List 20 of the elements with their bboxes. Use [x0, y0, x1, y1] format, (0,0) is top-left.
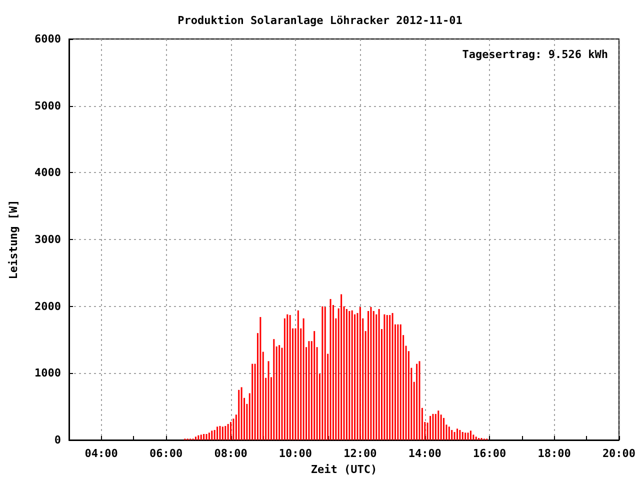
x-tick-label: 10:00: [278, 447, 312, 460]
y-tick-label: 6000: [34, 32, 61, 46]
x-tick-label: 06:00: [149, 447, 183, 460]
y-tick-label: 0: [54, 434, 61, 446]
annotation: Tagesertrag: 9.526 kWh: [462, 48, 608, 61]
chart-title: Produktion Solaranlage Löhracker 2012-11-01: [178, 14, 463, 27]
y-tick-label: 2000: [34, 300, 61, 313]
x-tick-label: 04:00: [84, 447, 118, 460]
y-tick-label: 3000: [34, 233, 61, 246]
x-tick-label: 14:00: [408, 447, 442, 460]
x-tick-label: 12:00: [344, 447, 377, 460]
y-tick-label: 4000: [34, 166, 61, 180]
x-tick-label: 20:00: [602, 447, 636, 460]
x-tick-label: 08:00: [214, 447, 248, 460]
y-tick-label: 1000: [34, 366, 61, 380]
y-axis-title: Leistung [W]: [7, 200, 20, 280]
y-tick-label: 5000: [34, 99, 61, 112]
x-tick-label: 18:00: [538, 447, 571, 460]
x-tick-label: 16:00: [473, 447, 506, 460]
x-axis-title: Zeit (UTC): [310, 463, 378, 476]
